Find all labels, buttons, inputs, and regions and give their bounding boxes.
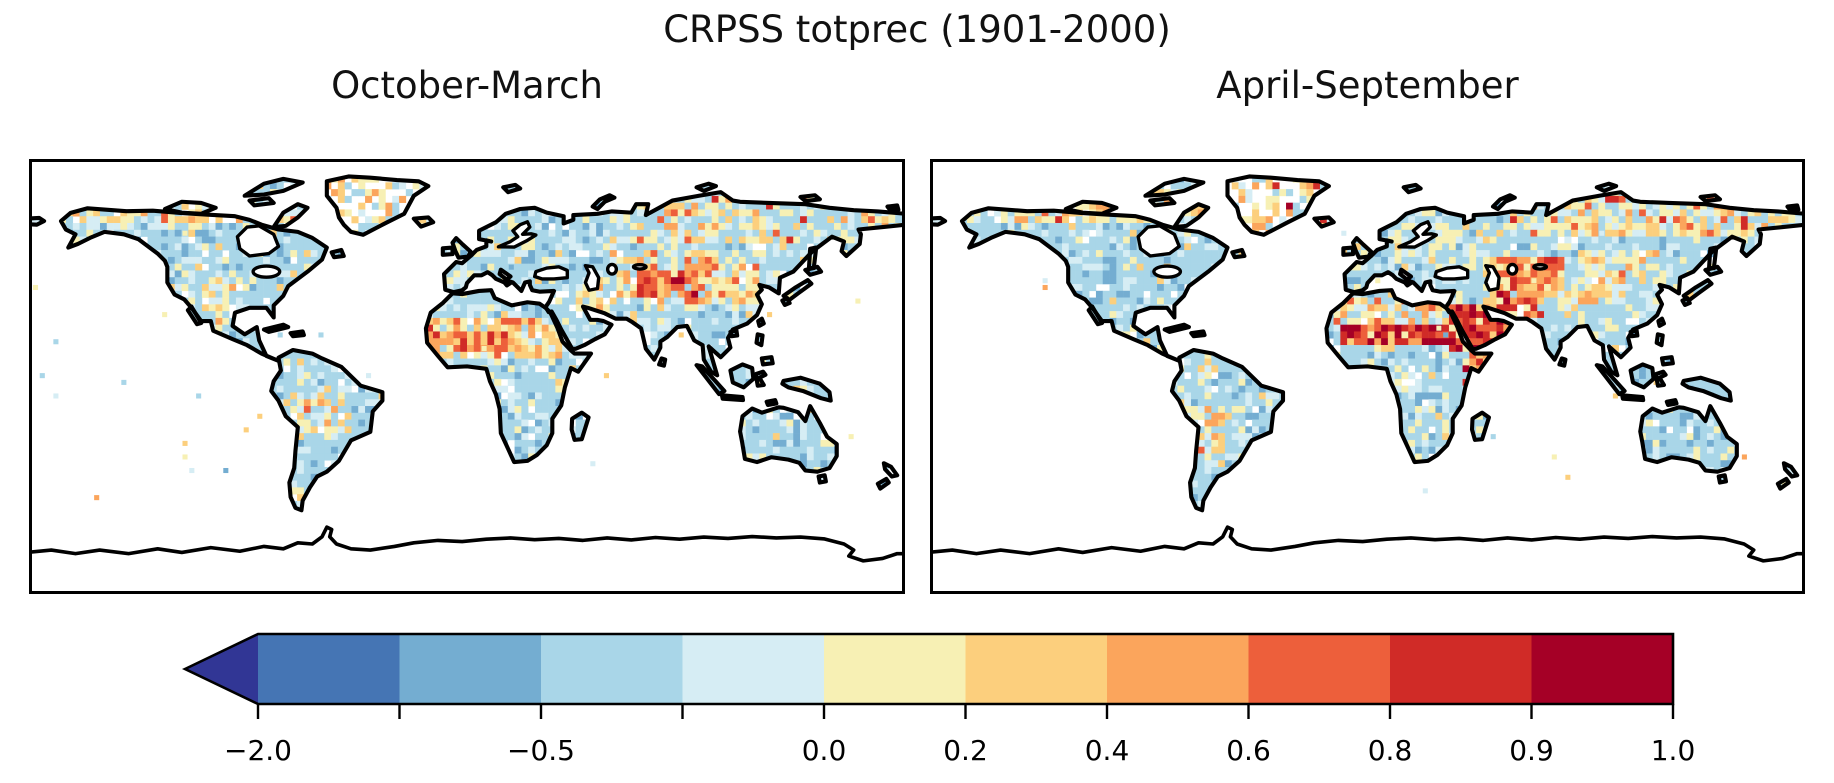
figure-title: CRPSS totprec (1901-2000) [663,8,1171,51]
colorbar-segment [824,634,967,704]
world-map-svg [32,162,902,591]
colorbar-tick-label: 0.2 [943,734,988,767]
colorbar-tick-label: 0.4 [1085,734,1130,767]
antarctica-coastline [32,525,902,591]
panel-title-april-september: April-September [1216,64,1519,107]
antarctica-coastline [933,525,1802,591]
coastlines [933,174,1802,513]
colorbar-svg: −2.0 −0.5 0.0 0.2 0.4 0.6 0.8 0.9 1.0 [181,632,1696,767]
colorbar-frame [181,632,1675,706]
lakes-and-inland-seas [1136,220,1549,292]
panel-title-october-march: October-March [331,64,603,107]
colorbar-tick-label: 0.6 [1226,734,1271,767]
colorbar-segment [682,634,825,704]
colorbar-segment [1107,634,1250,704]
colorbar-tick-label: 1.0 [1651,734,1696,767]
colorbar-tick-label: 0.9 [1509,734,1554,767]
map-panel-april-september [930,159,1805,594]
colorbar-segment [541,634,684,704]
lakes-and-inland-seas [235,220,648,292]
colorbar-extend-arrow [185,634,258,704]
colorbar-tick-label: 0.0 [802,734,847,767]
colorbar-segment [965,634,1108,704]
colorbar-segment [399,634,542,704]
world-map-svg [933,162,1802,591]
colorbar: −2.0 −0.5 0.0 0.2 0.4 0.6 0.8 0.9 1.0 [150,624,1710,782]
coastlines [32,174,902,513]
colorbar-tick-label: 0.8 [1368,734,1413,767]
colorbar-tick-label: −2.0 [224,734,292,767]
colorbar-segment [1248,634,1391,704]
colorbar-segment [258,634,401,704]
ocean-station-cells [32,230,861,501]
colorbar-segment [1531,634,1674,704]
colorbar-tick-label: −0.5 [507,734,575,767]
map-panel-october-march [29,159,905,594]
colorbar-segment [1390,634,1533,704]
